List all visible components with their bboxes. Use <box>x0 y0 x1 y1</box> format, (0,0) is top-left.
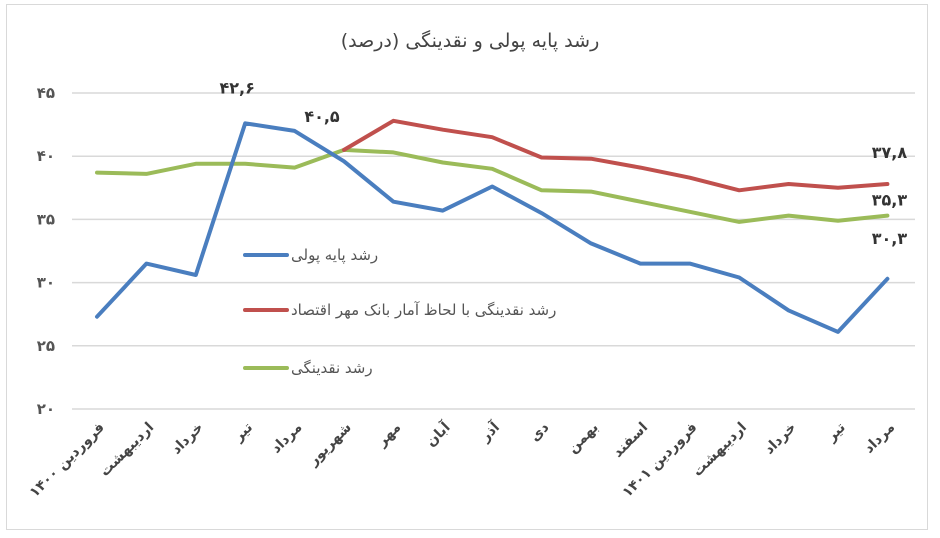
x-tick-label: مهر <box>373 420 404 451</box>
series-line <box>342 118 890 193</box>
x-tick-label: اردیبهشت <box>690 420 750 480</box>
legend-label: رشد نقدینگی <box>291 359 373 377</box>
x-tick-label: بهمن <box>565 420 602 457</box>
legend-label: رشد پایه پولی <box>291 246 378 265</box>
data-label: ۴۰,۵ <box>304 107 340 126</box>
x-tick-label: مرداد <box>861 420 898 457</box>
x-tick-label: اسفند <box>610 420 651 461</box>
x-tick-label: آذر <box>475 417 503 445</box>
x-tick-label: دی <box>527 420 552 445</box>
data-labels: ۴۲,۶ ۴۰,۵ ۳۷,۸ ۳۵,۳ ۳۰,۳ <box>220 78 908 247</box>
y-tick-label: ۴۵ <box>37 84 55 102</box>
y-tick-label: ۳۵ <box>37 210 55 228</box>
y-tick-label: ۴۰ <box>37 147 55 165</box>
series-line <box>95 121 890 334</box>
x-tick-label: اردیبهشت <box>97 420 157 480</box>
legend-label: رشد نقدینگی با لحاظ آمار بانک مهر اقتصاد <box>291 301 556 319</box>
data-label: ۴۲,۶ <box>220 78 255 97</box>
legend: رشد پایه پولی رشد نقدینگی با لحاظ آمار با… <box>243 246 556 377</box>
gridlines <box>72 92 915 410</box>
x-tick-label: تیر <box>230 420 256 446</box>
series-line <box>95 147 890 224</box>
y-tick-label: ۲۵ <box>37 337 55 355</box>
data-label: ۳۰,۳ <box>872 229 908 248</box>
y-axis: ۲۰ ۲۵ ۳۰ ۳۵ ۴۰ ۴۵ <box>37 84 55 418</box>
x-tick-label: خرداد <box>761 420 799 458</box>
y-tick-label: ۲۰ <box>37 400 55 418</box>
series-lines <box>95 118 890 334</box>
x-tick-label: آبان <box>422 417 455 450</box>
y-tick-label: ۳۰ <box>37 274 55 292</box>
x-tick-label: فروردین ۱۴۰۰ <box>27 420 108 501</box>
data-label: ۳۵,۳ <box>872 191 908 210</box>
x-tick-label: تیر <box>823 420 849 446</box>
x-tick-label: خرداد <box>168 420 206 458</box>
x-tick-label: شهریور <box>305 420 355 470</box>
data-label: ۳۷,۸ <box>872 143 908 162</box>
chart-title: رشد پایه پولی و نقدینگی (درصد) <box>340 30 600 52</box>
x-tick-label: مرداد <box>268 420 305 457</box>
